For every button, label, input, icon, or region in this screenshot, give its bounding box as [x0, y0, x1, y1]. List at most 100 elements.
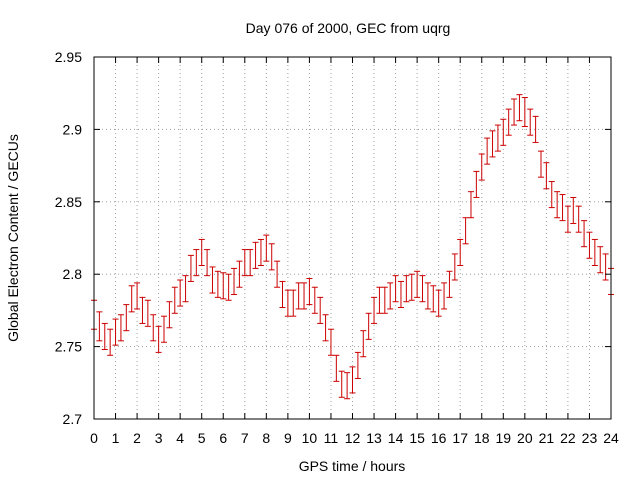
error-bar-point [144, 299, 151, 327]
x-tick-label: 19 [496, 430, 512, 446]
error-bar-point [446, 270, 453, 298]
error-bar-point [381, 286, 388, 314]
error-bar-point [387, 282, 394, 310]
error-bar-point [484, 137, 491, 165]
error-bar-point [225, 273, 232, 301]
x-tick-label: 0 [90, 430, 98, 446]
error-bar-point [220, 272, 227, 300]
error-bar-point [268, 243, 275, 271]
error-bar-point [505, 108, 512, 136]
error-bar-point [419, 275, 426, 303]
error-bar-point [408, 273, 415, 301]
y-tick-label: 2.9 [63, 121, 83, 137]
error-bar-point [155, 325, 162, 353]
error-bar-point [117, 314, 124, 342]
error-bar-point [462, 217, 469, 245]
x-tick-label: 24 [603, 430, 619, 446]
error-bar-point [338, 370, 345, 398]
error-bar-point [349, 366, 356, 394]
error-bar-point [322, 314, 329, 342]
chart-title: Day 076 of 2000, GEC from uqrg [246, 20, 451, 36]
x-tick-label: 16 [431, 430, 447, 446]
error-bar-point [570, 196, 577, 225]
error-bar-point [591, 238, 598, 267]
error-bar-point [575, 205, 582, 233]
error-bar-point [198, 238, 205, 267]
error-bar-point [284, 289, 291, 317]
error-bar-point [311, 286, 318, 314]
error-bar-point [516, 94, 523, 122]
error-bar-point [494, 124, 501, 152]
error-bar-point [527, 108, 534, 136]
error-bar-point [150, 314, 157, 342]
error-bar-point [231, 267, 238, 295]
error-bar-point [263, 234, 270, 262]
error-bar-point [279, 280, 286, 309]
error-bar-point [467, 191, 474, 219]
error-bar-point [392, 275, 399, 303]
error-bar-point [559, 194, 566, 222]
error-bar-point [187, 254, 194, 282]
error-bar-point [548, 181, 555, 209]
x-tick-label: 5 [198, 430, 206, 446]
x-tick-label: 4 [176, 430, 184, 446]
error-bar-point [397, 280, 404, 309]
y-tick-label: 2.75 [55, 339, 82, 355]
error-bar-point [371, 296, 378, 324]
error-bar-point [247, 249, 254, 277]
error-bar-point [424, 282, 431, 310]
axis-ticks [93, 56, 612, 420]
y-axis-label: Global Electron Content / GECUs [5, 134, 21, 342]
error-bar-point [489, 130, 496, 158]
x-tick-label: 3 [155, 430, 163, 446]
error-bar-point [214, 270, 221, 298]
error-bar-point [327, 328, 334, 356]
x-axis-label: GPS time / hours [299, 458, 406, 474]
tick-labels: 0 1 2 3 4 5 6 7 8 9 10 11 12 13 14 15 16 17 18 19 20 21 22 23 24… [55, 49, 619, 446]
grid [94, 57, 611, 419]
error-bar-point [478, 153, 485, 181]
error-bar-point [430, 285, 437, 313]
error-bar-point [543, 162, 550, 190]
error-bar-point [171, 286, 178, 314]
error-bar-point [403, 275, 410, 303]
x-tick-label: 12 [345, 430, 361, 446]
error-bar-point [365, 312, 372, 340]
error-bar-point [301, 282, 308, 310]
x-tick-label: 7 [241, 430, 249, 446]
x-tick-label: 23 [582, 430, 598, 446]
error-bar-point [537, 150, 544, 178]
error-bar-point [597, 246, 604, 274]
error-bar-point [435, 289, 442, 317]
error-bar-point [139, 296, 146, 324]
x-tick-label: 9 [284, 430, 292, 446]
error-bar-point [182, 275, 189, 303]
error-bar-point [252, 241, 259, 269]
x-tick-label: 17 [452, 430, 468, 446]
error-bar-point [123, 304, 130, 332]
error-bar-point [134, 282, 141, 310]
error-bar-point [295, 282, 302, 310]
y-tick-label: 2.95 [55, 49, 82, 65]
x-tick-label: 21 [539, 430, 555, 446]
error-bar-point [511, 98, 518, 126]
error-bar-point [532, 115, 539, 143]
x-tick-label: 2 [133, 430, 141, 446]
error-bar-point [521, 97, 528, 128]
x-tick-label: 15 [409, 430, 425, 446]
x-tick-label: 18 [474, 430, 490, 446]
error-bar-point [354, 351, 361, 379]
error-bar-point [333, 354, 340, 382]
error-bar-point [241, 249, 248, 277]
x-tick-label: 22 [560, 430, 576, 446]
error-bar-point [554, 191, 561, 219]
error-bar-point [166, 301, 173, 329]
error-bar-point [306, 278, 313, 306]
x-tick-label: 6 [219, 430, 227, 446]
error-bar-point [290, 289, 297, 317]
error-bar-point [257, 238, 264, 267]
x-tick-label: 10 [302, 430, 318, 446]
error-bar-point [360, 330, 367, 358]
error-bar-point [376, 286, 383, 314]
